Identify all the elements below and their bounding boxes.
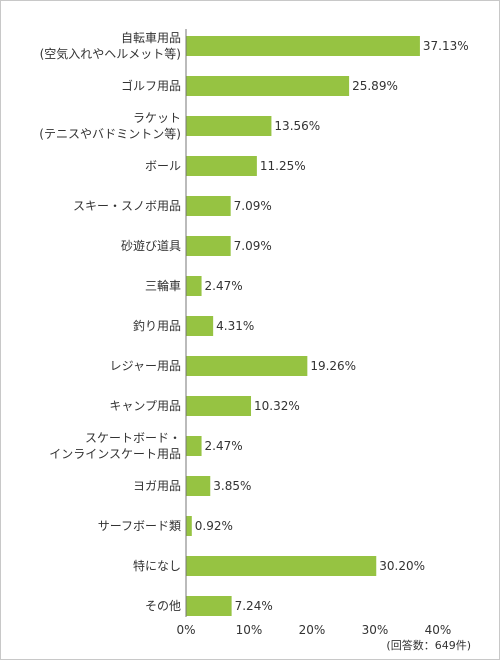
x-tick-label-0: 0% <box>176 623 195 637</box>
category-label-1: ゴルフ用品 <box>121 78 181 93</box>
category-label-2-line-0: ラケット <box>133 111 181 125</box>
value-label-13: 30.20% <box>379 559 425 573</box>
bar-7 <box>186 316 214 336</box>
x-tick-label-2: 20% <box>299 623 326 637</box>
category-label-0-line-0: 自転車用品 <box>121 31 181 45</box>
category-label-2-line-1: (テニスやバドミントン等) <box>39 127 181 141</box>
x-tick-label-1: 10% <box>236 623 263 637</box>
bar-9 <box>186 396 252 416</box>
bar-2 <box>186 116 272 136</box>
value-label-11: 3.85% <box>213 479 251 493</box>
respondent-count-note: (回答数：649件) <box>386 638 471 652</box>
category-label-14: その他 <box>145 599 181 613</box>
category-label-5: 砂遊び道具 <box>121 238 181 253</box>
category-label-12: サーフボード類 <box>98 519 181 533</box>
category-label-6: 三輪車 <box>145 278 181 293</box>
value-labels-group: 37.13% 25.89% 13.56% 11.25% 7.09% 7.09% 2.47% 4… <box>195 39 469 613</box>
value-label-3: 11.25% <box>260 159 306 173</box>
value-label-9: 10.32% <box>254 399 300 413</box>
x-tick-labels-group: 0% 10% 20% 30% 40% <box>176 623 451 637</box>
category-label-9: キャンプ用品 <box>109 399 181 413</box>
category-label-10-line-0: スケートボード・ <box>85 431 181 445</box>
value-label-14: 7.24% <box>235 599 273 613</box>
bar-4 <box>186 196 231 216</box>
bar-8 <box>186 356 308 376</box>
value-label-8: 19.26% <box>310 359 356 373</box>
x-tick-label-3: 30% <box>362 623 389 637</box>
category-label-11: ヨガ用品 <box>133 479 181 493</box>
value-label-7: 4.31% <box>216 319 254 333</box>
bar-10 <box>186 436 202 456</box>
bar-13 <box>186 556 377 576</box>
value-label-1: 25.89% <box>352 79 398 93</box>
bars-group <box>186 36 420 616</box>
bar-11 <box>186 476 211 496</box>
bar-14 <box>186 596 232 616</box>
category-label-0-line-1: (空気入れやヘルメット等) <box>40 46 181 61</box>
value-label-12: 0.92% <box>195 519 233 533</box>
value-label-4: 7.09% <box>234 199 272 213</box>
value-label-10: 2.47% <box>205 439 243 453</box>
category-label-13: 特になし <box>133 558 181 573</box>
category-label-4: スキー・スノボ用品 <box>73 199 181 213</box>
bar-6 <box>186 276 202 296</box>
category-label-8: レジャー用品 <box>110 359 181 373</box>
value-label-5: 7.09% <box>234 239 272 253</box>
bar-3 <box>186 156 257 176</box>
category-label-3: ボール <box>145 159 181 173</box>
value-label-0: 37.13% <box>423 39 469 53</box>
bar-12 <box>186 516 192 536</box>
bar-5 <box>186 236 231 256</box>
x-tick-label-4: 40% <box>425 623 452 637</box>
value-label-6: 2.47% <box>205 279 243 293</box>
value-label-2: 13.56% <box>274 119 320 133</box>
bar-0 <box>186 36 420 56</box>
category-label-7: 釣り用品 <box>133 318 181 333</box>
bar-1 <box>186 76 350 96</box>
category-label-10-line-1: インラインスケート用品 <box>49 447 181 461</box>
